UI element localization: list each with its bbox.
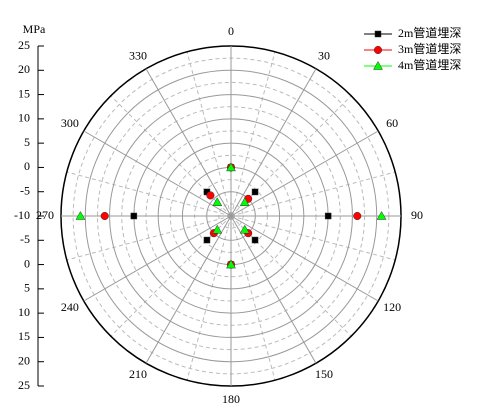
r-tick-label: -5 (20, 232, 30, 246)
marker (353, 211, 362, 221)
theta-tick-label: 330 (129, 48, 147, 62)
marker (374, 30, 382, 38)
theta-tick-label: 240 (61, 300, 79, 314)
theta-tick-label: 60 (386, 116, 398, 130)
marker (376, 210, 387, 220)
marker (206, 191, 215, 200)
minor-grid-spoke (186, 215, 232, 381)
minor-grid-spoke (230, 51, 276, 217)
minor-grid-spoke (230, 215, 396, 261)
marker (251, 236, 259, 244)
r-tick-label: 5 (24, 135, 30, 149)
marker (100, 211, 109, 221)
marker (203, 236, 211, 244)
marker (130, 212, 138, 220)
r-tick-label: 25 (18, 378, 30, 392)
marker (212, 197, 223, 207)
r-tick-label: -10 (14, 208, 30, 222)
theta-tick-label: 210 (129, 367, 147, 381)
minor-grid-spoke (66, 215, 232, 261)
legend-label: 3m管道埋深 (398, 41, 461, 56)
marker (324, 212, 332, 220)
grid-spoke (230, 215, 379, 302)
theta-tick-label: 150 (315, 367, 333, 381)
marker (239, 197, 250, 207)
grid-spoke (83, 130, 232, 217)
theta-tick-label: 300 (61, 116, 79, 130)
r-tick-label: 10 (18, 111, 30, 125)
marker (226, 162, 236, 172)
theta-tick-label: 0 (228, 24, 234, 38)
r-tick-label: -5 (20, 183, 30, 197)
r-tick-label: 10 (18, 305, 30, 319)
marker (226, 259, 236, 269)
minor-grid-spoke (186, 51, 232, 217)
grid-spoke (145, 68, 232, 217)
marker (75, 210, 86, 220)
grid-spoke (230, 130, 379, 217)
marker (251, 188, 259, 196)
marker (373, 60, 383, 70)
r-tick-label: 15 (18, 329, 30, 343)
grid-spoke (230, 68, 317, 217)
r-tick-label: 20 (18, 353, 30, 367)
minor-grid-spoke (230, 215, 276, 381)
r-tick-label: 20 (18, 62, 30, 76)
grid-spoke (145, 215, 232, 364)
theta-tick-label: 180 (222, 392, 240, 406)
theta-tick-label: 30 (318, 48, 330, 62)
legend-label: 2m管道埋深 (398, 25, 461, 40)
marker (239, 224, 250, 234)
grid-spoke (230, 215, 317, 364)
minor-grid-spoke (66, 171, 232, 217)
r-tick-label: 5 (24, 281, 30, 295)
theta-tick-label: 90 (411, 208, 423, 222)
r-tick-label: 15 (18, 86, 30, 100)
theta-tick-label: 270 (36, 208, 54, 222)
r-axis-label: MPa (23, 22, 46, 36)
marker (373, 45, 383, 55)
r-tick-label: 0 (24, 159, 30, 173)
marker (212, 224, 223, 234)
r-tick-label: 0 (24, 256, 30, 270)
theta-tick-label: 120 (383, 300, 401, 314)
r-tick-label: 25 (18, 38, 30, 52)
grid-spoke (83, 215, 232, 302)
legend-label: 4m管道埋深 (398, 57, 461, 72)
minor-grid-spoke (230, 171, 396, 217)
